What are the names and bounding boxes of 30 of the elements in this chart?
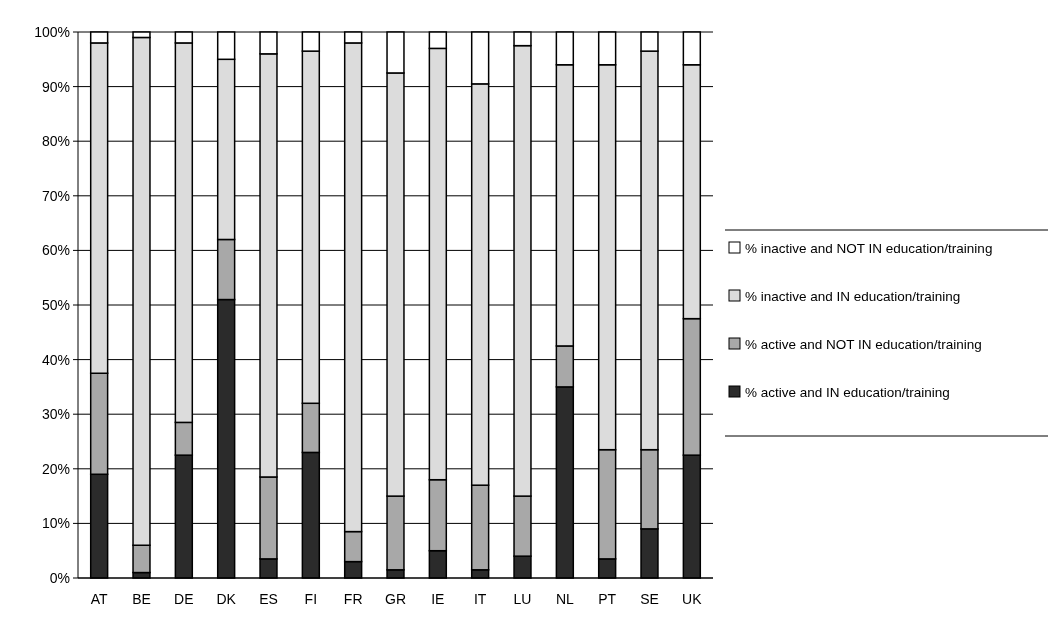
y-tick-label: 30% bbox=[41, 406, 70, 423]
legend-label: % active and IN education/training bbox=[745, 384, 950, 400]
x-tick-label: UK bbox=[682, 591, 703, 607]
x-tick-label: FI bbox=[304, 591, 318, 607]
y-tick-label: 70% bbox=[41, 187, 70, 204]
x-tick-label: NL bbox=[555, 591, 574, 607]
legend-label: % inactive and NOT IN education/training bbox=[745, 240, 993, 256]
legend-label: % inactive and IN education/training bbox=[745, 288, 961, 304]
x-tick-label: DK bbox=[216, 591, 237, 607]
y-tick-label: 10% bbox=[41, 515, 70, 532]
y-tick-label: 80% bbox=[41, 133, 70, 150]
y-tick-label: 0% bbox=[49, 569, 70, 586]
x-tick-label: IE bbox=[431, 591, 445, 607]
x-tick-label: SE bbox=[640, 591, 659, 607]
x-tick-label: ES bbox=[259, 591, 278, 607]
x-tick-label: FR bbox=[343, 591, 363, 607]
x-tick-label: LU bbox=[513, 591, 532, 607]
y-tick-label: 90% bbox=[41, 78, 70, 95]
y-tick-label: 40% bbox=[41, 351, 70, 368]
x-tick-label: AT bbox=[90, 591, 109, 607]
x-tick-label: GR bbox=[385, 591, 406, 607]
y-tick-label: 20% bbox=[41, 460, 70, 477]
x-tick-label: DE bbox=[174, 591, 194, 607]
x-tick-label: BE bbox=[132, 591, 151, 607]
y-tick-label: 60% bbox=[41, 242, 70, 259]
x-tick-label: PT bbox=[598, 591, 617, 607]
y-tick-label: 100% bbox=[34, 23, 70, 40]
y-tick-label: 50% bbox=[41, 296, 70, 313]
legend-label: % active and NOT IN education/training bbox=[745, 336, 982, 352]
x-tick-label: IT bbox=[473, 591, 487, 607]
